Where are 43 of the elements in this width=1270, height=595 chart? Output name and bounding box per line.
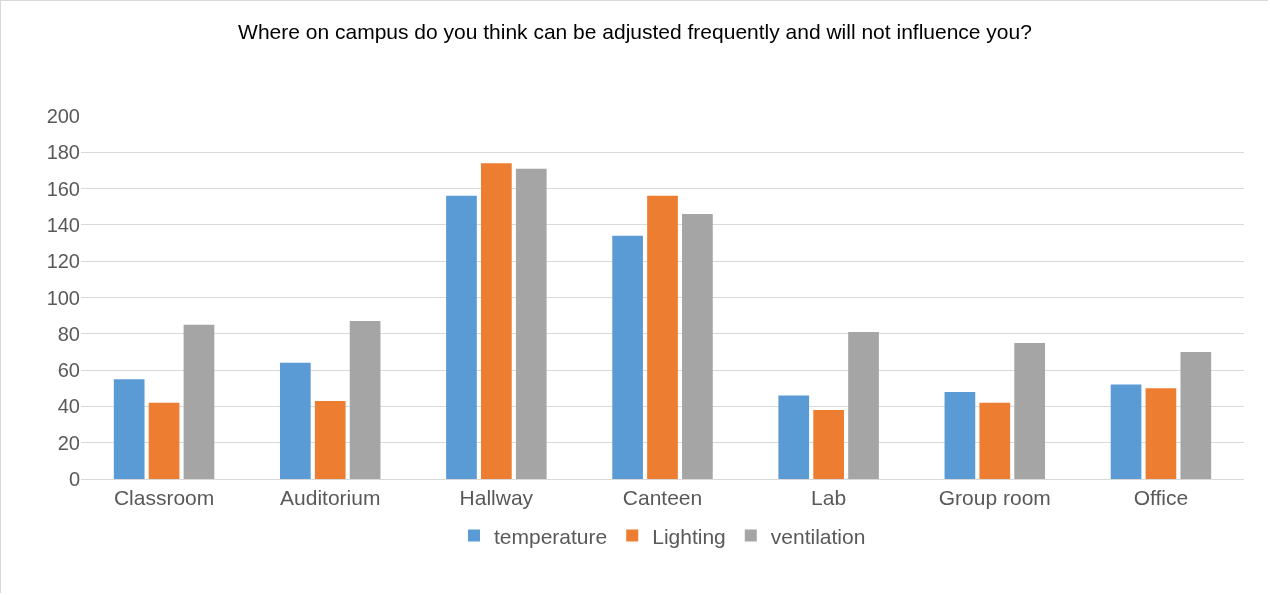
bar xyxy=(314,400,346,479)
bar xyxy=(515,168,547,479)
bar xyxy=(647,195,678,479)
bar xyxy=(183,324,215,479)
bar xyxy=(1110,384,1142,479)
bar xyxy=(349,321,381,479)
y-tick-label: 140 xyxy=(46,213,80,236)
bar xyxy=(1014,342,1046,479)
bar xyxy=(612,235,643,479)
bar xyxy=(944,391,976,479)
y-tick-label: 60 xyxy=(57,359,80,382)
legend-label: temperature xyxy=(494,524,608,548)
y-tick-label: 100 xyxy=(46,286,80,309)
y-tick-label: 80 xyxy=(57,322,80,345)
x-tick-label: Lab xyxy=(811,486,847,510)
y-tick-label: 20 xyxy=(57,431,80,454)
x-tick-label: Group room xyxy=(938,486,1051,510)
bar xyxy=(1180,351,1212,479)
bar xyxy=(148,402,180,479)
bar xyxy=(778,395,810,479)
bar xyxy=(279,362,311,479)
bar xyxy=(813,410,844,479)
bar xyxy=(979,402,1011,479)
bar xyxy=(682,214,713,479)
x-tick-label: Classroom xyxy=(113,486,215,510)
x-tick-label: Auditorium xyxy=(280,486,381,510)
y-tick-label: 160 xyxy=(46,177,80,200)
x-tick-label: Hallway xyxy=(459,486,534,510)
bar xyxy=(848,331,879,479)
bar xyxy=(481,163,512,479)
y-tick-label: 0 xyxy=(68,468,80,490)
bar xyxy=(1145,388,1177,479)
x-tick-label: Canteen xyxy=(622,486,703,510)
bar xyxy=(446,195,477,479)
y-tick-label: 180 xyxy=(46,141,80,164)
y-tick-label: 120 xyxy=(46,250,80,273)
chart-title: Where on campus do you think can be adjusted frequently and will not influence you? xyxy=(238,20,1032,44)
x-tick-label: Office xyxy=(1133,486,1189,510)
legend-label: ventilation xyxy=(770,524,866,548)
bar xyxy=(113,379,145,479)
y-tick-label: 200 xyxy=(46,105,80,127)
legend-label: Lighting xyxy=(652,524,726,548)
y-tick-label: 40 xyxy=(57,395,80,418)
